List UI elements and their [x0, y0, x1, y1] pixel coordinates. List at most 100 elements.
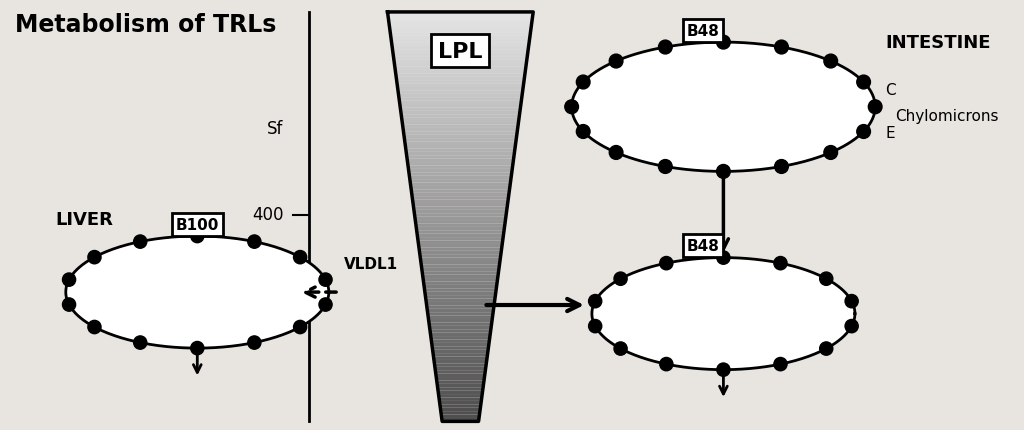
Polygon shape [411, 183, 510, 187]
Polygon shape [415, 217, 506, 221]
Ellipse shape [294, 251, 307, 264]
Ellipse shape [589, 319, 602, 333]
Polygon shape [434, 363, 486, 367]
Ellipse shape [819, 342, 833, 355]
Ellipse shape [565, 101, 579, 114]
Polygon shape [432, 347, 488, 350]
Polygon shape [410, 180, 511, 183]
Text: E: E [886, 126, 895, 141]
Polygon shape [400, 112, 520, 115]
Ellipse shape [717, 252, 730, 264]
Ellipse shape [62, 298, 76, 311]
Polygon shape [411, 187, 510, 190]
Polygon shape [434, 360, 486, 363]
Polygon shape [410, 176, 511, 180]
Polygon shape [441, 415, 479, 418]
Polygon shape [433, 357, 487, 360]
Polygon shape [435, 367, 485, 370]
Polygon shape [396, 81, 524, 84]
Ellipse shape [774, 358, 787, 371]
Ellipse shape [318, 298, 332, 311]
Polygon shape [399, 105, 521, 108]
Polygon shape [397, 84, 523, 88]
Polygon shape [441, 418, 479, 421]
Polygon shape [436, 377, 484, 381]
Polygon shape [398, 95, 522, 98]
Polygon shape [418, 241, 503, 244]
Text: B48: B48 [687, 239, 720, 254]
Polygon shape [396, 77, 524, 81]
Polygon shape [390, 34, 530, 37]
Polygon shape [401, 118, 519, 122]
Polygon shape [436, 374, 485, 377]
Ellipse shape [589, 295, 602, 308]
Ellipse shape [294, 321, 307, 334]
Ellipse shape [609, 146, 623, 160]
Polygon shape [391, 43, 529, 47]
Polygon shape [389, 23, 531, 27]
Polygon shape [387, 13, 534, 16]
Polygon shape [417, 231, 504, 234]
Ellipse shape [819, 273, 833, 286]
Text: Chylomicrons: Chylomicrons [895, 109, 998, 123]
Polygon shape [416, 227, 505, 231]
Polygon shape [415, 214, 506, 217]
Polygon shape [416, 221, 506, 224]
Polygon shape [435, 370, 485, 374]
Polygon shape [394, 61, 526, 64]
Polygon shape [592, 258, 855, 370]
Polygon shape [422, 272, 499, 275]
Ellipse shape [658, 41, 672, 55]
Polygon shape [403, 135, 517, 139]
Polygon shape [397, 88, 523, 91]
Text: LIVER: LIVER [55, 210, 114, 228]
Polygon shape [431, 336, 489, 340]
Polygon shape [424, 282, 498, 285]
Polygon shape [428, 316, 493, 319]
Polygon shape [425, 295, 496, 299]
Ellipse shape [824, 55, 838, 69]
Polygon shape [395, 68, 526, 71]
Ellipse shape [134, 235, 146, 249]
Polygon shape [423, 275, 498, 279]
Ellipse shape [658, 160, 672, 174]
Polygon shape [426, 302, 495, 306]
Polygon shape [406, 149, 515, 153]
Ellipse shape [577, 76, 590, 90]
Polygon shape [421, 265, 500, 268]
Polygon shape [420, 255, 501, 258]
Polygon shape [426, 299, 495, 302]
Ellipse shape [824, 146, 838, 160]
Polygon shape [412, 197, 509, 200]
Text: INTESTINE: INTESTINE [886, 34, 991, 52]
Ellipse shape [659, 257, 673, 270]
Polygon shape [428, 313, 494, 316]
Polygon shape [393, 57, 527, 61]
Polygon shape [430, 329, 490, 333]
Polygon shape [424, 285, 497, 289]
Polygon shape [393, 54, 527, 57]
Polygon shape [433, 353, 487, 357]
Polygon shape [427, 306, 494, 309]
Polygon shape [420, 258, 501, 261]
Text: 400: 400 [252, 206, 284, 224]
Ellipse shape [845, 295, 858, 308]
Ellipse shape [845, 319, 858, 333]
Polygon shape [427, 309, 494, 313]
Polygon shape [389, 27, 531, 30]
Ellipse shape [717, 363, 730, 376]
Ellipse shape [775, 41, 788, 55]
Polygon shape [437, 384, 483, 387]
Polygon shape [388, 20, 532, 23]
Polygon shape [423, 279, 498, 282]
Polygon shape [395, 74, 525, 77]
Polygon shape [412, 194, 509, 197]
Polygon shape [390, 30, 530, 34]
Polygon shape [391, 40, 529, 43]
Polygon shape [395, 71, 525, 74]
Polygon shape [429, 322, 492, 326]
Text: Metabolism of TRLs: Metabolism of TRLs [15, 13, 276, 37]
Polygon shape [440, 408, 480, 411]
Polygon shape [413, 203, 508, 207]
Polygon shape [407, 156, 514, 159]
